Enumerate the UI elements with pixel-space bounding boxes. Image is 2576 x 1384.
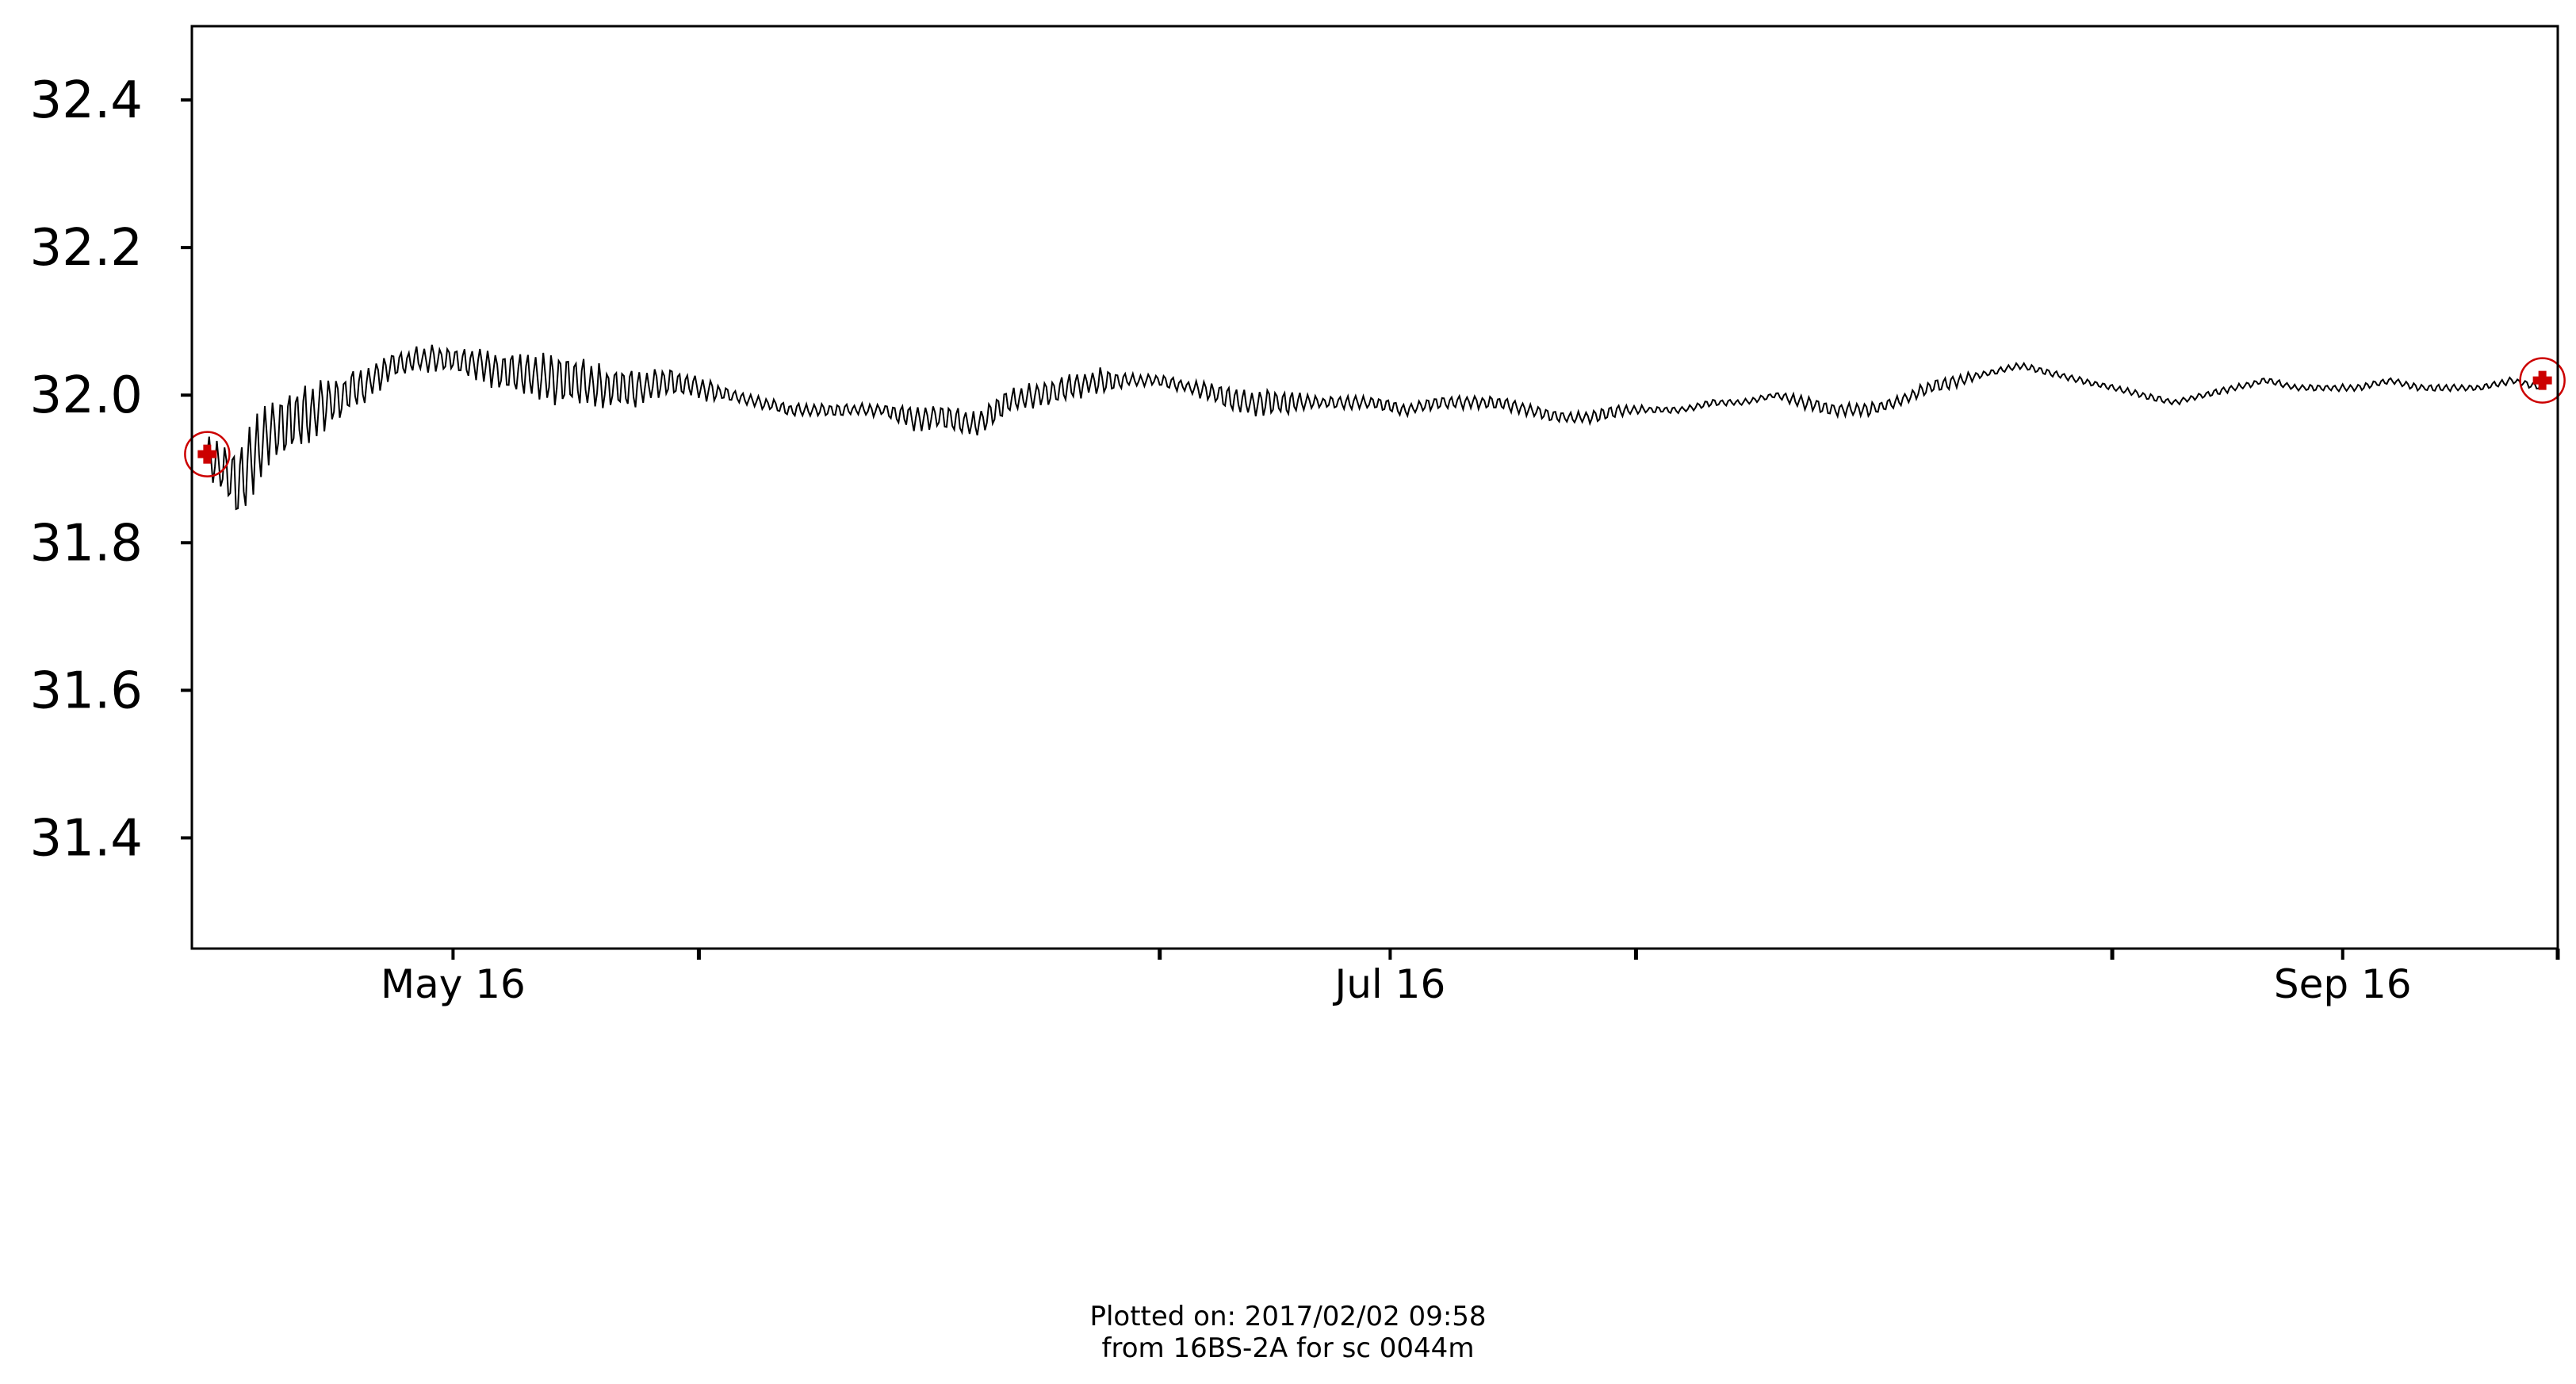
x-tick-label: Sep 16 [2274,961,2412,1007]
x-tick-label: Jul 16 [1332,961,1445,1007]
x-tick-label: May 16 [381,961,526,1007]
marker-plus [197,444,217,464]
marker-plus [2532,370,2552,390]
y-tick-label: 32.2 [30,219,144,278]
marker-circle [184,431,231,477]
plot-footer: Plotted on: 2017/02/02 09:58 from 16BS-2… [0,1301,2576,1364]
y-tick-label: 32.0 [30,366,144,425]
y-tick-label: 31.8 [30,514,144,573]
y-tick-label: 32.4 [30,71,144,130]
x-axis-ticks: May 16 Jul 16 Sep 16 [381,949,2560,1007]
footer-source: from 16BS-2A for sc 0044m [1101,1332,1475,1364]
series-layer [206,344,2543,511]
marker-circle [2519,357,2566,404]
y-axis-ticks: 31.4 31.6 31.8 32.0 32.2 32.4 [30,71,192,868]
marker-layer [184,357,2566,477]
footer-plotted-on: Plotted on: 2017/02/02 09:58 [1089,1301,1487,1332]
y-tick-label: 31.4 [30,809,144,868]
plot-area-frame [190,25,2559,950]
series-line [206,344,2543,511]
y-tick-label: 31.6 [30,661,144,720]
